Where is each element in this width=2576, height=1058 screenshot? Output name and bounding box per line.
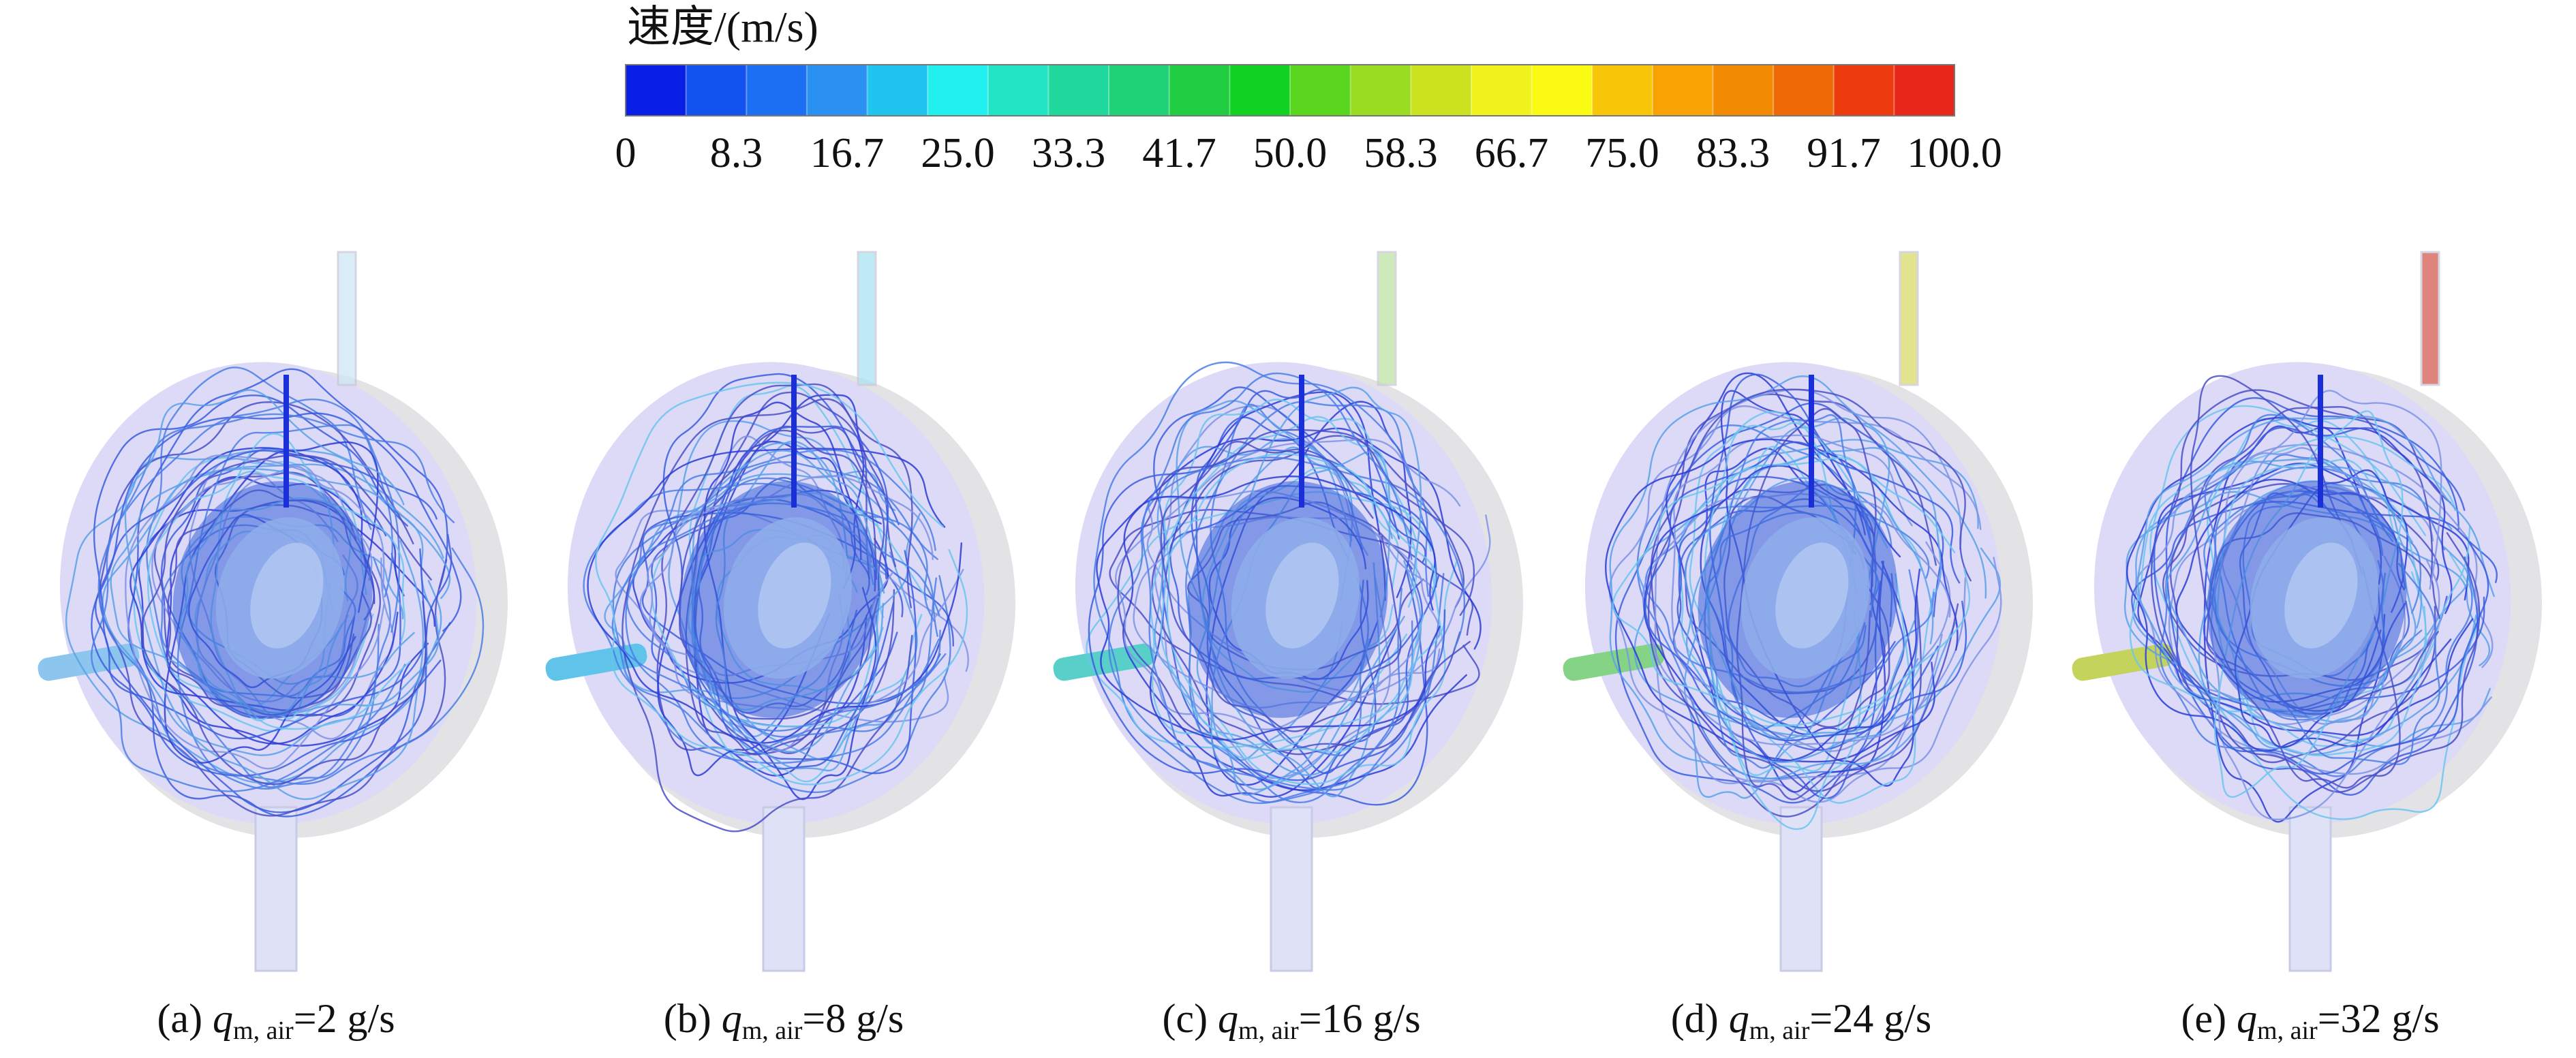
caption-value: =24 g/s [1809,996,1932,1041]
colorbar-tick-label: 25.0 [921,130,995,176]
colorbar-segment [1652,65,1713,116]
bottom-pipe [1270,806,1313,972]
caption-subscript: m, air [2257,1016,2318,1045]
colorbar-segment [806,65,868,116]
caption-value: =2 g/s [293,996,395,1041]
colorbar-segment [1229,65,1291,116]
colorbar-tick-label: 91.7 [1807,130,1881,176]
top-outlet-tube [337,251,357,386]
flow-panel [545,251,1015,972]
colorbar-segment [626,65,687,116]
colorbar-tick-label: 16.7 [810,130,885,176]
colorbar-tick-label: 33.3 [1031,130,1106,176]
colorbar-segment [927,65,989,116]
colorbar-segment [987,65,1049,116]
streamlines [1605,372,2002,830]
colorbar-segment [746,65,808,116]
colorbar-border [625,64,1955,116]
vortex-eye [2284,542,2358,649]
vortex-eye [250,542,324,649]
colorbar-tick-label: 66.7 [1474,130,1549,176]
caption-variable: q [213,996,234,1041]
caption-subscript: m, air [1749,1016,1810,1045]
vortex-eye [758,542,831,649]
side-inlet [37,643,140,681]
caption-variable: q [721,996,742,1041]
panel-caption: (e) qm, air=32 g/s [2181,991,2439,1058]
top-outlet-tube [1899,251,1919,386]
colorbar-segment [1471,65,1533,116]
colorbar-segment [1411,65,1472,116]
colorbar-segment [1169,65,1230,116]
panel-caption: (b) qm, air=8 g/s [664,991,904,1058]
colorbar-tick-label: 100.0 [1907,130,2002,176]
caption-subscript: m, air [1238,1016,1299,1045]
caption-variable: q [1218,996,1239,1041]
colorbar-tick-label: 75.0 [1585,130,1659,176]
colorbar-segment [686,65,747,116]
side-inlet [2072,643,2174,681]
bottom-pipe [762,806,806,972]
panel-caption: (a) qm, air=2 g/s [157,991,395,1058]
panel-caption: (c) qm, air=16 g/s [1162,991,1420,1058]
top-outlet-tube [857,251,877,386]
top-outlet-tube [1377,251,1397,386]
colorbar-segment [1109,65,1170,116]
bottom-pipe [254,806,298,972]
vortex-eye [1266,542,1339,649]
caption-variable: q [2237,996,2258,1041]
streamline-panels [37,251,2542,972]
bottom-pipe [1779,806,1823,972]
colorbar-tick-label: 83.3 [1696,130,1770,176]
colorbar-tick-label: 41.7 [1142,130,1216,176]
flow-panel [1563,251,2033,972]
colorbar-title: 速度/(m/s) [627,3,818,51]
flow-panel [1053,251,1523,972]
colorbar-segment [1894,65,1955,116]
colorbar-segment [867,65,928,116]
colorbar-tick-label: 8.3 [709,130,763,176]
caption-prefix: (e) [2181,996,2237,1041]
vortex-eye [1775,542,1849,649]
caption-prefix: (a) [157,996,213,1041]
flow-panel [2072,251,2542,972]
caption-value: =16 g/s [1298,996,1421,1041]
colorbar-segment [1833,65,1895,116]
caption-subscript: m, air [233,1016,294,1045]
caption-variable: q [1728,996,1749,1041]
panel-caption: (d) qm, air=24 g/s [1671,991,1931,1058]
flow-panel [37,251,508,972]
caption-value: =32 g/s [2317,996,2440,1041]
colorbar-segment [1350,65,1411,116]
bottom-pipe [2288,806,2332,972]
caption-prefix: (b) [663,996,722,1041]
colorbar-segment [1048,65,1109,116]
colorbar-tick-label: 50.0 [1253,130,1328,176]
colorbar-segment [1531,65,1593,116]
caption-subscript: m, air [741,1016,803,1045]
colorbar-segment [1592,65,1653,116]
top-outlet-tube [2420,251,2440,386]
colorbar-segment [1713,65,1774,116]
colorbar-segment [1773,65,1835,116]
colorbar-tick-label: 58.3 [1364,130,1438,176]
colorbar-segment [1290,65,1351,116]
caption-prefix: (c) [1162,996,1218,1041]
caption-prefix: (d) [1670,996,1729,1041]
colorbar-tick-label: 0 [615,130,637,176]
caption-value: =8 g/s [802,996,904,1041]
velocity-colorbar [625,64,1955,116]
